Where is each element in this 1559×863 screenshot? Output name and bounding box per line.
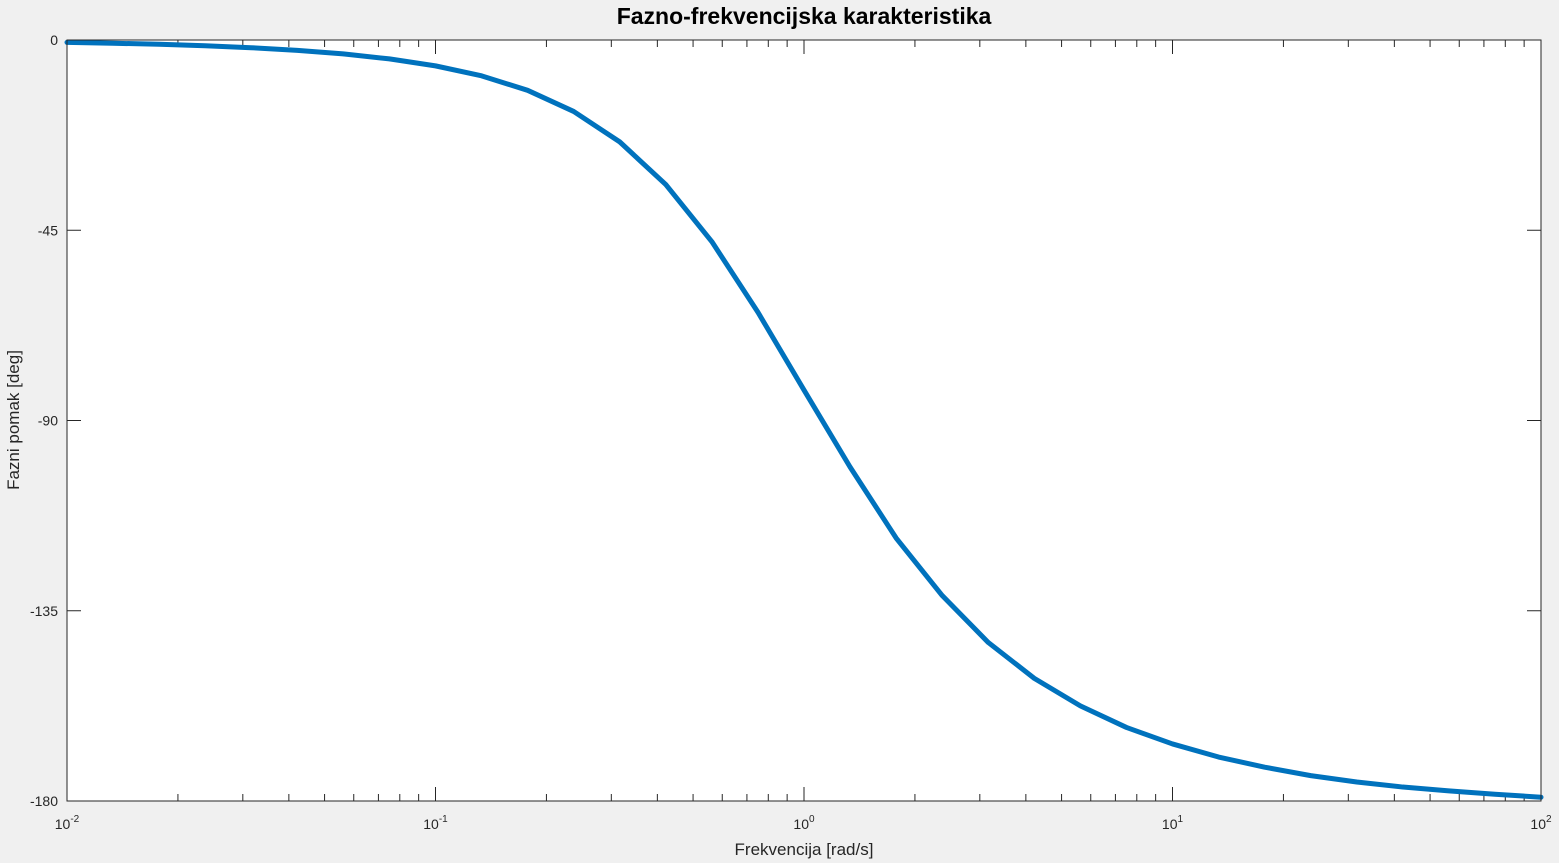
y-tick-label: -135 xyxy=(30,603,58,619)
data-point xyxy=(1216,754,1221,760)
axes-box xyxy=(66,39,1542,802)
data-point xyxy=(1124,725,1129,730)
data-point xyxy=(110,41,115,46)
data-point xyxy=(1446,788,1452,794)
data-point xyxy=(617,139,622,145)
x-tick-label: 101 xyxy=(1162,814,1184,832)
data-point xyxy=(1170,741,1175,747)
data-point xyxy=(341,51,346,57)
data-point xyxy=(1078,703,1083,709)
data-point xyxy=(479,73,484,79)
data-point xyxy=(1308,773,1313,778)
x-tick-label: 102 xyxy=(1530,814,1552,832)
data-point xyxy=(986,640,991,645)
axes-background[interactable] xyxy=(67,40,1541,801)
y-tick-label: 0 xyxy=(50,32,58,48)
data-point xyxy=(1354,779,1359,785)
data-point xyxy=(1492,792,1498,797)
y-tick-label: -90 xyxy=(38,413,58,429)
x-axis-label: Frekvencija [rad/s] xyxy=(735,840,874,859)
data-point xyxy=(801,387,807,393)
data-point xyxy=(387,56,392,62)
data-point xyxy=(847,464,853,470)
y-axis-label: Fazni pomak [deg] xyxy=(4,350,23,490)
data-point xyxy=(1400,784,1406,790)
data-point xyxy=(295,48,300,53)
data-point xyxy=(893,535,899,541)
data-point xyxy=(157,42,162,47)
y-tick-label: -45 xyxy=(38,222,58,238)
data-point xyxy=(525,88,530,93)
data-point xyxy=(1032,676,1037,681)
minor-ticks xyxy=(177,40,1525,801)
chart-title: Fazno-frekvencijska karakteristika xyxy=(617,3,992,29)
data-point xyxy=(663,182,669,187)
x-tick-label: 10-2 xyxy=(55,814,80,832)
x-tick-label: 100 xyxy=(793,814,815,832)
data-point xyxy=(571,109,576,114)
x-tick-labels: 10-2 10-1 100 101 102 xyxy=(55,814,1552,832)
data-point xyxy=(1262,764,1267,770)
data-point xyxy=(248,45,254,50)
data-point xyxy=(709,239,715,244)
data-point xyxy=(755,310,761,315)
y-tick-labels: 0 -45 -90 -135 -180 xyxy=(30,32,58,809)
data-point xyxy=(939,593,945,598)
data-point xyxy=(433,63,438,69)
data-point xyxy=(202,43,208,48)
x-tick-label: 10-1 xyxy=(423,814,448,832)
y-tick-label: -180 xyxy=(30,793,58,809)
